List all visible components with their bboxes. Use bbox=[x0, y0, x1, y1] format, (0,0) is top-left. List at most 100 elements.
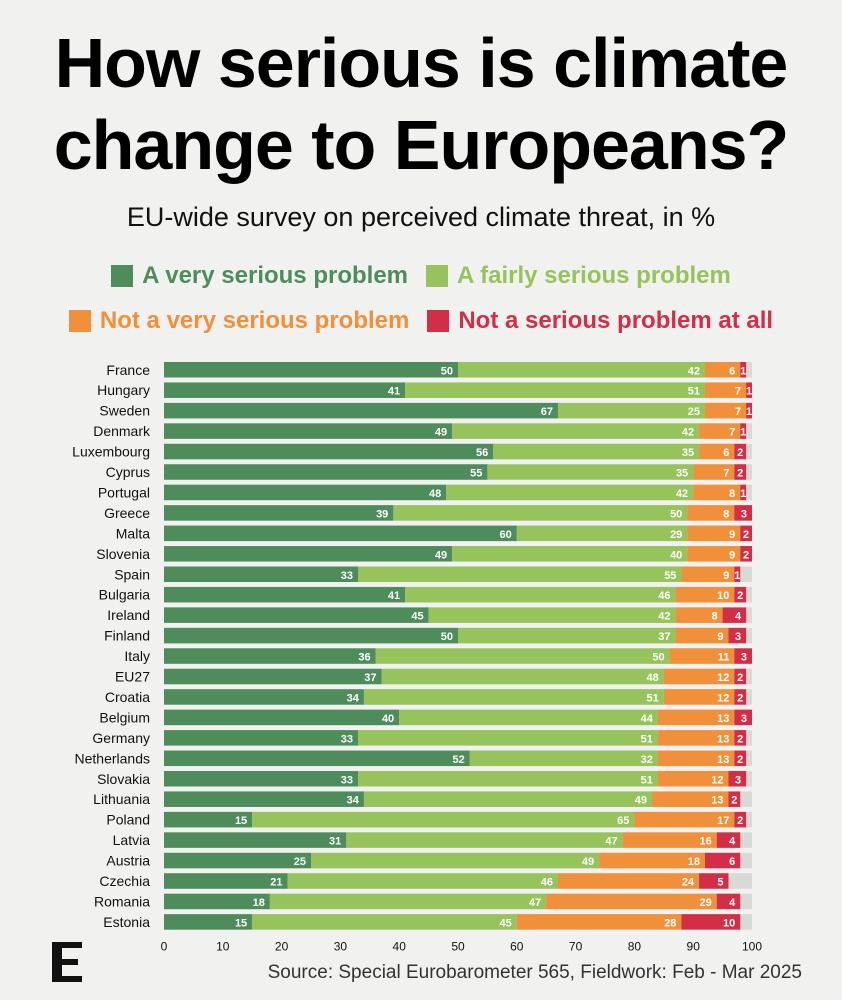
category-label-spain: Spain bbox=[114, 566, 150, 582]
bar-greece-series-2 bbox=[687, 505, 735, 521]
bar-cyprus-series-3 bbox=[734, 464, 747, 480]
bar-cyprus-series-1 bbox=[487, 464, 694, 480]
value-label-austria-series-0: 25 bbox=[294, 856, 306, 868]
bar-slovenia-series-3 bbox=[740, 546, 752, 562]
bar-eu27-series-2 bbox=[663, 668, 735, 685]
value-label-sweden-series-2: 7 bbox=[735, 406, 741, 418]
bar-romania-series-1 bbox=[269, 893, 547, 910]
bar-hungary-series-0 bbox=[164, 382, 406, 398]
bar-latvia-series-0 bbox=[164, 832, 347, 848]
value-label-eu27-series-3: 2 bbox=[737, 672, 743, 684]
bar-slovakia-series-1 bbox=[358, 771, 658, 787]
value-label-latvia-series-2: 16 bbox=[699, 836, 711, 848]
value-label-cyprus-series-1: 35 bbox=[676, 468, 688, 480]
bar-latvia-series-1 bbox=[346, 832, 623, 848]
value-label-italy-series-1: 50 bbox=[652, 652, 664, 664]
value-label-ireland-series-3: 4 bbox=[735, 611, 742, 623]
bar-netherlands-series-3 bbox=[734, 750, 747, 767]
bar-lithuania-series-0 bbox=[164, 791, 364, 807]
bar-netherlands-series-2 bbox=[657, 750, 735, 767]
legend-row-1: A very serious problem A fairly serious … bbox=[0, 262, 842, 290]
legend-swatch-not-very-serious bbox=[68, 310, 91, 332]
value-label-cyprus-series-0: 55 bbox=[470, 468, 482, 480]
chart-title: How serious is climate change to Europea… bbox=[0, 22, 842, 186]
bar-finland-series-1 bbox=[458, 627, 676, 644]
x-tick-50: 50 bbox=[451, 940, 465, 954]
bar-luxembourg-series-3 bbox=[734, 443, 747, 460]
category-label-latvia: Latvia bbox=[113, 832, 151, 848]
bar-poland-series-0 bbox=[164, 811, 253, 828]
value-label-romania-series-0: 18 bbox=[253, 897, 265, 909]
bar-italy-series-2 bbox=[669, 648, 735, 664]
value-label-romania-series-3: 4 bbox=[729, 897, 736, 909]
bar-malta-series-0 bbox=[164, 525, 517, 542]
value-label-poland-series-0: 15 bbox=[235, 815, 247, 827]
bar-latvia-series-2 bbox=[622, 832, 717, 848]
category-label-estonia: Estonia bbox=[103, 914, 150, 930]
value-label-hungary-series-1: 51 bbox=[688, 386, 700, 398]
source-note: Source: Special Eurobarometer 565, Field… bbox=[267, 962, 802, 983]
value-label-czechia-series-1: 46 bbox=[541, 877, 553, 889]
bar-france-series-0 bbox=[164, 362, 458, 378]
value-label-denmark-series-2: 7 bbox=[729, 427, 735, 439]
legend-label-fairly-serious: A fairly serious problem bbox=[457, 262, 731, 289]
x-tick-40: 40 bbox=[393, 940, 407, 954]
bar-austria-series-0 bbox=[164, 852, 311, 869]
value-label-ireland-series-1: 42 bbox=[658, 611, 670, 623]
bar-malta-series-3 bbox=[740, 525, 752, 542]
category-label-finland: Finland bbox=[104, 628, 150, 644]
value-label-france-series-3: 1 bbox=[740, 365, 746, 377]
bar-portugal-series-1 bbox=[446, 484, 694, 501]
bar-slovakia-series-0 bbox=[164, 771, 359, 787]
x-tick-80: 80 bbox=[628, 940, 642, 954]
value-label-portugal-series-0: 48 bbox=[429, 488, 441, 500]
bar-cyprus-series-0 bbox=[164, 464, 488, 480]
legend-swatch-very-serious bbox=[111, 265, 134, 287]
value-label-eu27-series-0: 37 bbox=[364, 672, 376, 684]
bar-eu27-series-1 bbox=[381, 668, 664, 685]
value-label-sweden-series-1: 25 bbox=[688, 406, 700, 418]
bar-estonia-series-2 bbox=[516, 914, 682, 930]
category-label-lithuania: Lithuania bbox=[93, 791, 150, 807]
bar-belgium-series-3 bbox=[734, 709, 752, 726]
bar-eu27-series-0 bbox=[164, 668, 382, 685]
value-label-finland-series-1: 37 bbox=[658, 631, 670, 643]
value-label-belgium-series-2: 13 bbox=[717, 713, 729, 725]
legend-item-not-very-serious: Not a very serious problem bbox=[68, 307, 409, 335]
value-label-france-series-0: 50 bbox=[441, 365, 453, 377]
x-tick-0: 0 bbox=[161, 940, 168, 954]
value-label-france-series-1: 42 bbox=[688, 365, 700, 377]
value-label-bulgaria-series-2: 10 bbox=[717, 590, 729, 602]
bar-greece-series-3 bbox=[734, 505, 752, 521]
value-label-luxembourg-series-3: 2 bbox=[737, 447, 743, 459]
value-label-hungary-series-2: 7 bbox=[735, 386, 741, 398]
bar-denmark-series-2 bbox=[699, 423, 741, 439]
bar-spain-series-0 bbox=[164, 566, 359, 582]
value-label-lithuania-series-2: 13 bbox=[711, 795, 723, 807]
bar-romania-series-2 bbox=[546, 893, 717, 910]
value-label-slovakia-series-0: 33 bbox=[341, 774, 353, 786]
value-label-denmark-series-1: 42 bbox=[682, 427, 694, 439]
bar-germany-series-2 bbox=[657, 730, 735, 746]
value-label-finland-series-2: 9 bbox=[717, 631, 723, 643]
value-label-austria-series-3: 6 bbox=[729, 856, 735, 868]
value-label-belgium-series-3: 3 bbox=[741, 713, 747, 725]
value-label-poland-series-2: 17 bbox=[717, 815, 729, 827]
value-label-netherlands-series-2: 13 bbox=[717, 754, 729, 766]
value-label-croatia-series-0: 34 bbox=[347, 692, 360, 704]
value-label-lithuania-series-0: 34 bbox=[347, 795, 360, 807]
value-label-sweden-series-3: 1 bbox=[746, 406, 752, 418]
value-label-hungary-series-3: 1 bbox=[746, 386, 752, 398]
value-label-slovenia-series-3: 2 bbox=[743, 549, 749, 561]
value-label-estonia-series-1: 45 bbox=[500, 917, 512, 929]
bar-ireland-series-2 bbox=[675, 607, 723, 623]
publisher-logo bbox=[52, 942, 82, 982]
value-label-latvia-series-3: 4 bbox=[729, 836, 736, 848]
bar-lithuania-series-2 bbox=[652, 791, 729, 807]
value-label-spain-series-1: 55 bbox=[664, 570, 676, 582]
value-label-eu27-series-2: 12 bbox=[717, 672, 729, 684]
value-label-malta-series-3: 2 bbox=[743, 529, 749, 541]
bar-greece-series-1 bbox=[393, 505, 688, 521]
bar-finland-series-2 bbox=[675, 627, 729, 644]
x-tick-20: 20 bbox=[275, 940, 289, 954]
